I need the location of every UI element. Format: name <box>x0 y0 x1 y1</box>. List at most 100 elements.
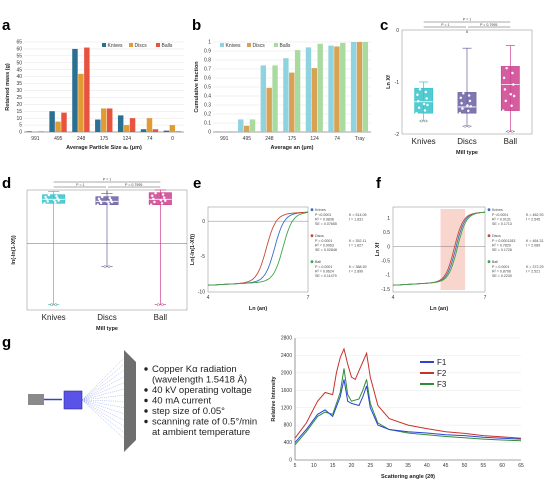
y-tick-label: 2400 <box>281 353 292 359</box>
x-tick-label: 248 <box>265 136 274 142</box>
y-tick-label: -1 <box>395 80 400 86</box>
bar-balls <box>294 50 301 132</box>
x-axis-title: Ln (an) <box>430 306 448 312</box>
x-axis-title: Average an (μm) <box>271 145 314 151</box>
bar-knives <box>95 119 101 132</box>
bar-balls <box>340 42 346 132</box>
bullet-dot <box>144 409 148 413</box>
y-axis-title: Ln Xf <box>386 75 392 89</box>
data-point <box>460 101 463 105</box>
outlier-point <box>467 124 471 128</box>
legend-label-knives: Knives <box>315 208 326 212</box>
data-point <box>56 196 59 200</box>
fit-k: K = 514.05 <box>349 213 367 217</box>
data-point <box>510 104 513 107</box>
xrd-condition-text: (wavelength 1.5418 Å) <box>152 375 247 386</box>
x-tick-label: 495 <box>243 136 252 142</box>
x-tick-label: 65 <box>518 463 524 469</box>
data-point <box>149 203 153 206</box>
x-axis-title: Scattering angle (2θ) <box>381 474 435 480</box>
legend-label-f3: F3 <box>437 380 447 389</box>
y-tick-label: 2000 <box>281 370 292 376</box>
bar-knives <box>49 111 55 132</box>
x-tick-label: 60 <box>499 463 505 469</box>
x-tick-label: 7 <box>484 295 487 301</box>
data-point <box>467 109 470 113</box>
y-tick-label: 35 <box>16 81 22 87</box>
y-tick-label: 1200 <box>281 405 292 411</box>
bar-discs <box>243 125 250 132</box>
x-axis-title: Mill type <box>456 150 478 156</box>
xray-source <box>28 394 44 405</box>
y-axis-title: ln(-ln(1-Xf)) <box>11 235 17 264</box>
chart-d: Knives Discs Ball P = 1 P = 1 P = 0.7995 8 Mill… <box>11 178 188 332</box>
bar-knives <box>328 45 334 132</box>
panel-label-c: c <box>380 17 388 34</box>
fit-stat: SE = 0.1713 <box>492 222 512 226</box>
fit-stat: R² = 0.9963 <box>315 243 334 247</box>
y-tick-label: 25 <box>16 95 22 101</box>
bar-knives <box>283 58 289 133</box>
y-tick-label: 800 <box>284 423 293 429</box>
data-point <box>45 197 48 201</box>
fit-stat: R² = 0.8706 <box>492 269 511 273</box>
data-point <box>417 106 421 109</box>
data-point <box>54 201 57 204</box>
fit-t: t = 2.521 <box>526 269 540 273</box>
diffracted-ray <box>81 399 127 409</box>
y-tick-label: -1 <box>386 273 391 279</box>
fit-stat: R² = 0.9836 <box>315 217 334 221</box>
p-value-label: P = 1 <box>76 183 84 187</box>
p-value-label: P = 1 <box>463 18 471 22</box>
legend-label-discs: Discs <box>315 234 324 238</box>
y-tick-label: 55 <box>16 53 22 59</box>
bar-discs <box>169 125 176 132</box>
x-tick-label: 124 <box>310 136 319 142</box>
bar-balls <box>175 131 182 132</box>
x-tick-label: 50 <box>462 463 468 469</box>
legend-swatch-discs <box>247 43 251 47</box>
outlier-point <box>161 303 164 306</box>
chart-c: 0 -1 -2 Knives Discs Ball P = 1 P = 1 P = 0.7995… <box>386 18 533 156</box>
legend-label-f2: F2 <box>437 369 447 378</box>
y-axis-title: Ln Xf <box>375 242 381 256</box>
data-point <box>109 198 113 202</box>
outlier-point <box>107 265 111 268</box>
legend-label-balls: Balls <box>280 43 291 49</box>
legend-label-discs: Discs <box>253 43 266 49</box>
data-point <box>511 71 514 75</box>
legend-marker-discs <box>310 234 314 238</box>
data-point <box>422 102 426 106</box>
x-tick-label: 4 <box>392 295 395 301</box>
p-value-label: P = 1 <box>441 23 449 27</box>
y-tick-label: 1600 <box>281 388 292 394</box>
y-tick-label: 30 <box>16 88 22 94</box>
y-tick-label: 0.8 <box>204 58 211 64</box>
data-point <box>108 196 112 200</box>
panel-label-a: a <box>2 17 11 34</box>
outlier-point <box>54 303 57 306</box>
data-point <box>415 111 418 115</box>
y-tick-label: 0.3 <box>204 103 211 109</box>
x-tick-label: 124 <box>123 136 132 142</box>
bar-discs <box>123 125 130 132</box>
p-value-label: P = 0.7995 <box>480 23 497 27</box>
xrd-line-f1 <box>294 379 522 443</box>
y-tick-label: 0.9 <box>204 49 211 55</box>
bar-knives <box>350 42 357 132</box>
y-tick-label: 15 <box>16 109 22 115</box>
data-point <box>100 195 104 199</box>
fit-stat: R² = 0.9624 <box>315 269 334 273</box>
legend-label-balls: Balls <box>162 43 173 49</box>
data-point <box>107 202 110 206</box>
x-tick-label: 495 <box>54 136 63 142</box>
diffracted-ray <box>81 394 127 401</box>
xrd-condition-text: 40 mA current <box>152 396 211 407</box>
confidence-band <box>440 209 466 290</box>
fit-t: t = 1.831 <box>349 217 363 221</box>
diffracted-ray <box>81 375 127 401</box>
legend-label-knives: Knives <box>108 43 124 49</box>
data-point <box>424 90 428 94</box>
data-point <box>423 109 427 112</box>
